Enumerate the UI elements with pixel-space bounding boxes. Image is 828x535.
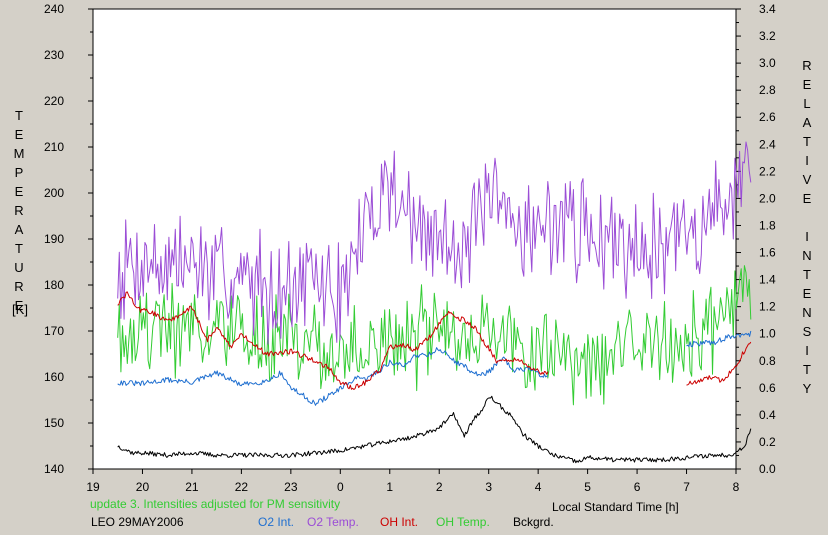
x-tick-label: 0	[337, 480, 344, 494]
right-axis-title-letter: T	[803, 267, 811, 282]
x-tick-label: 19	[86, 480, 100, 494]
left-axis-unit: [K]	[12, 302, 28, 317]
left-tick-label: 180	[44, 278, 64, 292]
left-axis-title-letter: T	[15, 241, 23, 256]
legend-item-oh-temp: OH Temp.	[436, 515, 490, 529]
series-line-o2-int-	[117, 347, 549, 406]
series-line-o2-int-	[686, 330, 752, 348]
series-line-o2-temp-	[117, 141, 752, 345]
left-tick-label: 150	[44, 416, 64, 430]
right-tick-label: 3.4	[759, 2, 776, 16]
right-axis-title-letter: E	[802, 77, 812, 92]
x-tick-label: 21	[185, 480, 199, 494]
left-axis-title-letter: A	[14, 222, 24, 237]
right-axis-title-letter: T	[803, 134, 811, 149]
left-axis-title-letter: R	[14, 203, 24, 218]
left-axis-title-letter: P	[14, 165, 24, 180]
x-axis-title: Local Standard Time [h]	[552, 500, 679, 514]
left-tick-label: 140	[44, 462, 64, 476]
x-tick-label: 2	[436, 480, 443, 494]
left-tick-label: 200	[44, 186, 64, 200]
x-tick-label: 3	[485, 480, 492, 494]
series-line-oh-int-	[686, 341, 752, 386]
site-date: LEO 29MAY2006	[91, 515, 184, 529]
right-tick-label: 0.2	[759, 435, 776, 449]
x-axis: 19 20 21 22 23 0 1 2 3 4 5 6 7 8	[86, 469, 740, 494]
left-axis-title-letter: E	[14, 298, 24, 313]
legend-item-oh-int: OH Int.	[380, 515, 419, 529]
legend-item-o2-temp: O2 Temp.	[307, 515, 359, 529]
x-tick-label: 1	[386, 480, 393, 494]
legend-item-bckgrd: Bckgrd.	[513, 515, 554, 529]
right-axis-title-letter: E	[802, 286, 812, 301]
right-axis-title-letter: N	[802, 305, 812, 320]
right-axis-title-letter: I	[805, 229, 809, 244]
update-note: update 3. Intensities adjusted for PM se…	[90, 497, 341, 511]
left-axis: 140 150 160 170 180 190 200 210 220 230 240	[44, 2, 93, 476]
x-tick-label: 8	[733, 480, 740, 494]
right-tick-label: 1.4	[759, 273, 776, 287]
left-axis-title-letter: U	[14, 260, 24, 275]
right-axis-title-letter: E	[802, 191, 812, 206]
x-tick-label: 5	[584, 480, 591, 494]
right-tick-label: 2.6	[759, 110, 776, 124]
right-tick-label: 0.0	[759, 462, 776, 476]
right-tick-label: 2.4	[759, 137, 776, 151]
right-axis-title-letter: L	[803, 96, 811, 111]
left-tick-label: 230	[44, 48, 64, 62]
left-axis-title-letter: R	[14, 279, 24, 294]
left-tick-label: 160	[44, 370, 64, 384]
right-tick-label: 2.8	[759, 83, 776, 97]
plot-area	[92, 8, 737, 470]
right-axis-title-gap	[800, 208, 814, 227]
right-tick-label: 0.4	[759, 408, 776, 422]
right-tick-label: 1.0	[759, 327, 776, 341]
right-tick-label: 1.2	[759, 300, 776, 314]
right-axis-title-letter: Y	[802, 381, 812, 396]
right-tick-label: 3.2	[759, 29, 776, 43]
x-tick-label: 22	[235, 480, 249, 494]
series-line-bckgrd-	[117, 395, 752, 464]
right-axis-title-letter: R	[802, 58, 812, 73]
right-axis-title-letter: T	[803, 362, 811, 377]
right-axis: 0.0 0.2 0.4 0.6 0.8 1.0 1.2 1.4 1.6 1.8 2.0 2.2 2.4 2…	[736, 2, 776, 476]
right-tick-label: 0.6	[759, 381, 776, 395]
left-tick-label: 170	[44, 324, 64, 338]
right-tick-label: 2.0	[759, 191, 776, 205]
x-tick-label: 20	[136, 480, 150, 494]
x-tick-label: 7	[683, 480, 690, 494]
left-tick-label: 240	[44, 2, 64, 16]
right-axis-title-letter: I	[805, 153, 809, 168]
left-axis-title-letter: E	[14, 184, 24, 199]
left-tick-label: 210	[44, 140, 64, 154]
right-axis-title-letter: S	[802, 324, 812, 339]
right-tick-label: 1.6	[759, 246, 776, 260]
x-tick-label: 6	[634, 480, 641, 494]
right-axis-title-letter: V	[802, 172, 812, 187]
right-axis-title-letter: N	[802, 248, 812, 263]
series-line-oh-int-	[117, 291, 549, 390]
series-line-oh-temp-	[117, 265, 752, 406]
right-tick-label: 3.0	[759, 56, 776, 70]
x-tick-label: 4	[535, 480, 542, 494]
right-tick-label: 0.8	[759, 354, 776, 368]
right-tick-label: 2.2	[759, 164, 776, 178]
x-tick-label: 23	[284, 480, 298, 494]
legend-item-o2-int: O2 Int.	[258, 515, 295, 529]
left-axis-title-letter: M	[13, 146, 25, 161]
left-tick-label: 190	[44, 232, 64, 246]
right-tick-label: 1.8	[759, 218, 776, 232]
right-axis-title-letter: A	[802, 115, 812, 130]
right-axis-title-letter: I	[805, 343, 809, 358]
left-axis-title-letter: T	[15, 108, 23, 123]
series-layer	[117, 141, 752, 464]
left-axis-title-letter: E	[14, 127, 24, 142]
left-tick-label: 220	[44, 94, 64, 108]
